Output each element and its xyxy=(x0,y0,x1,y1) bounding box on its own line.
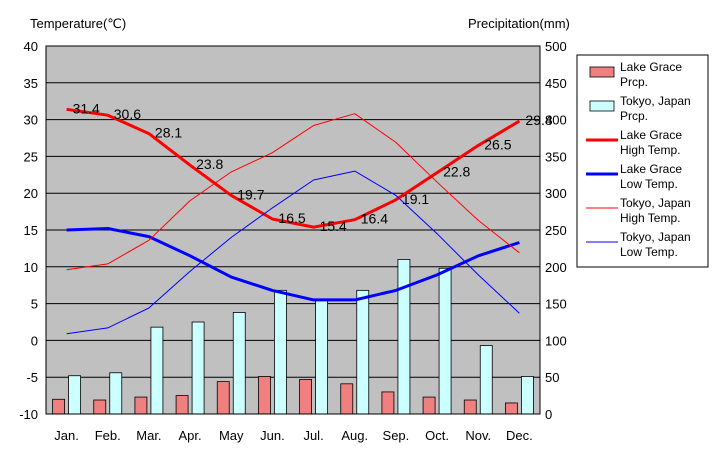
x-tick-label: Jun. xyxy=(260,428,285,443)
y-left-tick-label: 10 xyxy=(24,260,38,275)
temperature-line xyxy=(66,107,521,229)
legend-label: High Temp. xyxy=(620,211,680,225)
y-left-tick-label: 40 xyxy=(24,39,38,54)
y-right-tick-label: 350 xyxy=(545,149,567,164)
data-label: 28.1 xyxy=(155,125,182,141)
y-right-tick-label: 450 xyxy=(545,76,567,91)
precip-bar xyxy=(479,345,493,415)
y-left-tick-label: 5 xyxy=(31,297,38,312)
temperature-line xyxy=(66,170,520,335)
precip-bar xyxy=(150,326,164,415)
temperature-line xyxy=(66,227,520,302)
y-right-tick-label: 200 xyxy=(545,260,567,275)
data-label: 29.8 xyxy=(525,112,552,128)
y-left-tick-label: 35 xyxy=(24,76,38,91)
precip-bar xyxy=(93,399,107,415)
legend-label: Tokyo, Japan xyxy=(620,230,691,244)
y-right-tick-label: 50 xyxy=(545,370,559,385)
temperature-line xyxy=(66,113,520,271)
precip-bar xyxy=(258,376,271,415)
precip-bar xyxy=(381,391,395,415)
y-right-axis-label: Precipitation(mm) xyxy=(468,16,570,31)
x-tick-label: Jan. xyxy=(54,428,79,443)
x-tick-label: May xyxy=(219,428,244,443)
legend-label: Low Temp. xyxy=(620,177,678,191)
legend-label: Lake Grace xyxy=(620,162,682,176)
data-label: 19.1 xyxy=(402,191,429,207)
precip-bar xyxy=(52,398,65,415)
data-label: 15.4 xyxy=(320,218,347,234)
y-right-tick-label: 100 xyxy=(545,333,567,348)
precip-bar xyxy=(191,321,205,415)
precip-bar xyxy=(134,396,148,415)
y-left-axis-label: Temperature(℃) xyxy=(30,16,126,31)
data-label: 16.4 xyxy=(361,211,388,227)
precip-bar xyxy=(521,376,534,415)
precip-bar xyxy=(315,300,328,415)
legend-label: High Temp. xyxy=(620,143,680,157)
x-tick-label: Sep. xyxy=(383,428,410,443)
y-right-tick-label: 500 xyxy=(545,39,567,54)
y-left-tick-label: 25 xyxy=(24,149,38,164)
precip-bar xyxy=(68,375,81,415)
y-right-tick-label: 150 xyxy=(545,297,567,312)
y-left-tick-label: 15 xyxy=(24,223,38,238)
precip-bar xyxy=(340,383,354,415)
legend-swatch xyxy=(589,100,615,112)
y-left-tick-label: 30 xyxy=(24,113,38,128)
legend-label: Lake Grace xyxy=(620,128,682,142)
data-label: 16.5 xyxy=(278,210,305,226)
x-tick-label: Jul. xyxy=(303,428,323,443)
precip-bar xyxy=(505,402,518,415)
x-tick-label: Mar. xyxy=(136,428,161,443)
legend-label: Prcp. xyxy=(620,109,648,123)
data-label: 19.7 xyxy=(237,186,264,202)
legend-label: Tokyo, Japan xyxy=(620,94,691,108)
x-tick-label: Aug. xyxy=(341,428,368,443)
legend-swatch xyxy=(589,66,615,78)
x-tick-label: Apr. xyxy=(179,428,202,443)
precip-bar xyxy=(232,312,246,415)
precip-bar xyxy=(463,399,477,415)
legend-box xyxy=(576,54,709,268)
x-tick-label: Nov. xyxy=(465,428,491,443)
precip-bar xyxy=(299,379,312,415)
x-tick-label: Feb. xyxy=(95,428,121,443)
legend-label: Tokyo, Japan xyxy=(620,196,691,210)
precip-bar xyxy=(109,372,123,415)
y-right-tick-label: 0 xyxy=(545,407,552,422)
precip-bar xyxy=(274,289,287,415)
y-left-tick-label: 0 xyxy=(31,333,38,348)
legend-label: Prcp. xyxy=(620,75,648,89)
data-label: 30.6 xyxy=(114,106,141,122)
y-right-tick-label: 300 xyxy=(545,186,567,201)
precip-bar xyxy=(175,395,189,415)
y-left-tick-label: -5 xyxy=(26,370,38,385)
legend-label: Lake Grace xyxy=(620,60,682,74)
x-tick-label: Oct. xyxy=(425,428,449,443)
precip-bar xyxy=(422,396,436,415)
y-left-tick-label: 20 xyxy=(24,186,38,201)
precip-bar xyxy=(216,381,230,415)
data-label: 31.4 xyxy=(73,100,100,116)
x-tick-label: Dec. xyxy=(506,428,533,443)
y-left-tick-label: -10 xyxy=(19,407,38,422)
data-label: 23.8 xyxy=(196,156,223,172)
legend-label: Low Temp. xyxy=(620,245,678,259)
y-right-tick-label: 250 xyxy=(545,223,567,238)
plot-border xyxy=(45,45,541,415)
precip-bar xyxy=(438,267,452,415)
y-right-tick-label: 400 xyxy=(545,113,567,128)
precip-bar xyxy=(356,289,370,415)
data-label: 22.8 xyxy=(443,164,470,180)
data-label: 26.5 xyxy=(484,136,511,152)
precip-bar xyxy=(397,259,411,415)
